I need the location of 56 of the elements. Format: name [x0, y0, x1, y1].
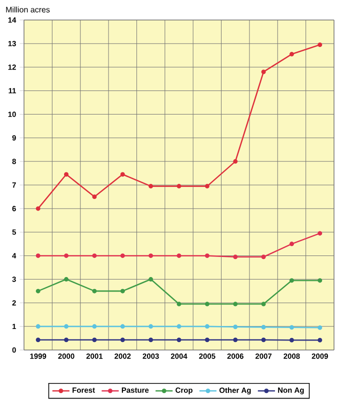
point	[318, 231, 322, 236]
point	[36, 338, 40, 342]
point	[92, 194, 97, 200]
point	[261, 338, 266, 342]
point	[92, 253, 97, 258]
point	[36, 253, 40, 258]
point	[148, 324, 154, 329]
point	[261, 324, 266, 330]
point	[289, 52, 294, 56]
point	[204, 253, 210, 258]
point	[233, 338, 238, 342]
point	[318, 278, 322, 283]
point	[176, 302, 182, 306]
point	[64, 172, 69, 177]
point	[233, 302, 238, 306]
y-axis-title: Million acres	[6, 6, 50, 12]
point	[120, 324, 125, 329]
point	[176, 324, 182, 329]
point	[64, 277, 69, 282]
point	[36, 206, 40, 211]
point	[289, 338, 294, 342]
point	[204, 302, 210, 306]
point	[261, 254, 266, 260]
point	[148, 338, 154, 342]
point	[233, 159, 238, 164]
point	[92, 338, 97, 342]
point	[318, 338, 322, 342]
point	[261, 302, 266, 306]
point	[64, 338, 69, 342]
point	[176, 253, 182, 258]
point	[289, 242, 294, 246]
point	[64, 253, 69, 258]
point	[233, 254, 238, 260]
point	[176, 184, 182, 188]
point	[148, 184, 154, 188]
point	[120, 253, 125, 258]
point	[148, 277, 154, 282]
point	[289, 325, 294, 330]
point	[92, 288, 97, 294]
point	[64, 324, 69, 329]
point	[204, 324, 210, 329]
point	[36, 288, 40, 294]
point	[204, 338, 210, 342]
point	[120, 288, 125, 294]
point	[120, 172, 125, 177]
point	[318, 42, 322, 47]
point	[92, 324, 97, 329]
point	[120, 338, 125, 342]
point	[289, 278, 294, 283]
point	[233, 324, 238, 330]
point	[318, 325, 322, 330]
point	[36, 324, 40, 329]
point	[204, 184, 210, 188]
point	[176, 338, 182, 342]
point	[148, 253, 154, 258]
point	[261, 70, 266, 74]
